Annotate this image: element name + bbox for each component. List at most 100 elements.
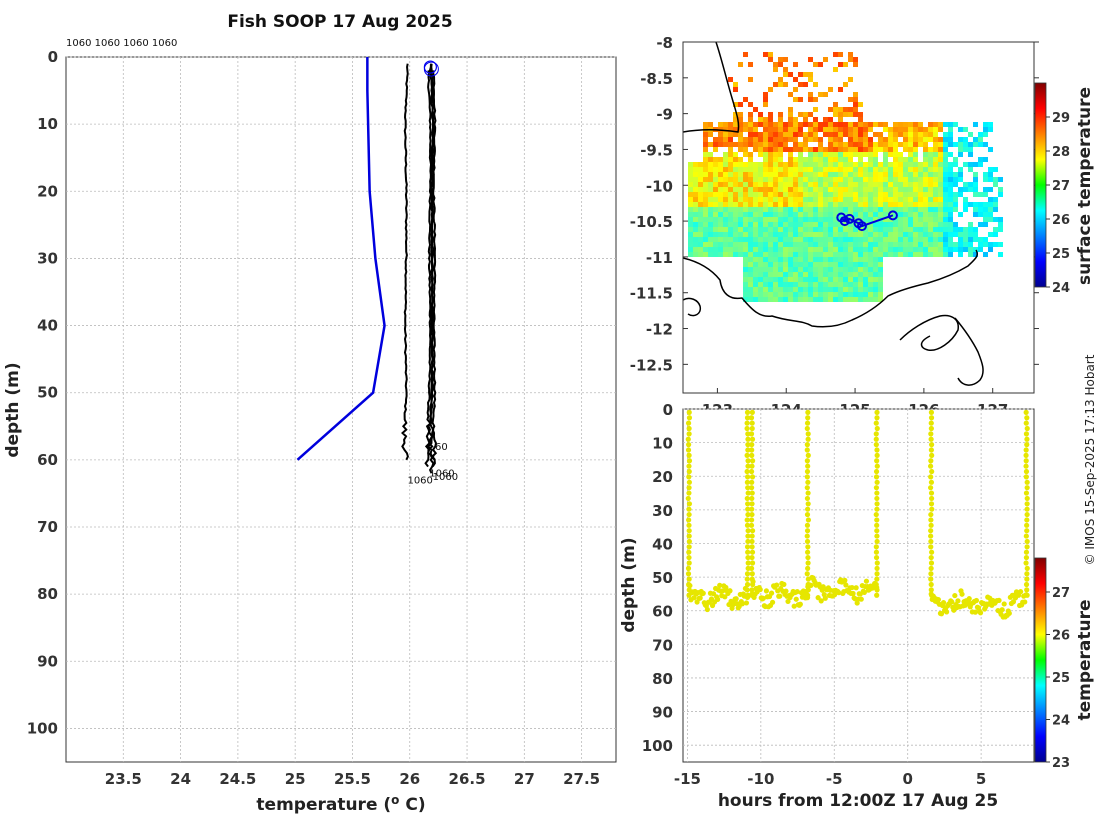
sst-cell — [693, 212, 698, 217]
observation-dot — [686, 501, 693, 507]
sst-cell — [718, 182, 723, 187]
sst-cell — [758, 187, 763, 192]
sst-cell — [743, 272, 748, 277]
sst-cell — [818, 137, 823, 142]
sst-cell — [898, 167, 903, 172]
sst-cell — [813, 182, 818, 187]
sst-cell — [688, 227, 693, 232]
sst-cell — [773, 262, 778, 267]
sst-cell — [923, 247, 928, 252]
sst-cell — [753, 132, 758, 137]
sst-cell — [968, 227, 973, 232]
sst-cell — [818, 162, 823, 167]
observation-dot — [1023, 468, 1030, 475]
sst-cell — [783, 57, 788, 62]
sst-cell — [703, 187, 708, 192]
sst-cell — [803, 122, 808, 127]
observation-dot — [805, 554, 811, 561]
sst-cell — [773, 257, 778, 262]
observation-dot — [874, 463, 880, 469]
observation-dot — [805, 565, 811, 571]
sst-cell — [793, 292, 798, 297]
sst-cell — [818, 167, 823, 172]
sst-cell — [733, 212, 738, 217]
sst-cell — [993, 242, 998, 247]
sst-cell — [848, 207, 853, 212]
sst-cell — [923, 162, 928, 167]
timeseries-colorbar-tick: 25 — [1052, 671, 1070, 686]
sst-cell — [818, 207, 823, 212]
sst-cell — [773, 172, 778, 177]
sst-cell — [868, 267, 873, 272]
observation-dot — [768, 590, 775, 596]
sst-cell — [793, 272, 798, 277]
observation-dot — [1024, 587, 1030, 593]
observation-dot — [928, 560, 935, 566]
sst-cell — [753, 247, 758, 252]
sst-cell — [793, 117, 798, 122]
sst-cell — [928, 207, 933, 212]
sst-cell — [933, 157, 938, 162]
sst-cell — [758, 252, 763, 257]
sst-cell — [978, 192, 983, 197]
sst-cell — [773, 287, 778, 292]
sst-cell — [878, 142, 883, 147]
sst-cell — [823, 152, 828, 157]
timeseries-y-tick: 90 — [652, 704, 673, 722]
sst-cell — [753, 252, 758, 257]
sst-cell — [873, 262, 878, 267]
sst-cell — [878, 147, 883, 152]
sst-cell — [753, 257, 758, 262]
sst-cell — [893, 192, 898, 197]
sst-cell — [743, 237, 748, 242]
sst-cell — [728, 192, 733, 197]
sst-cell — [703, 182, 708, 187]
sst-cell — [828, 292, 833, 297]
climatology-line — [296, 57, 386, 461]
sst-cell — [863, 252, 868, 257]
sst-cell — [758, 182, 763, 187]
sst-cell — [913, 132, 918, 137]
observation-dot — [804, 511, 811, 518]
sst-cell — [763, 172, 768, 177]
observation-dot — [928, 533, 934, 539]
sst-cell — [833, 52, 838, 57]
sst-cell — [898, 232, 903, 237]
profile-end-label: 1060 — [433, 472, 458, 483]
sst-cell — [843, 177, 848, 182]
sst-cell — [928, 197, 933, 202]
sst-cell — [858, 157, 863, 162]
observation-dot — [874, 458, 880, 464]
sst-cell — [783, 212, 788, 217]
sst-cell — [878, 292, 883, 297]
sst-cell — [773, 152, 778, 157]
sst-cell — [878, 182, 883, 187]
sst-cell — [853, 192, 858, 197]
observation-dot — [794, 589, 800, 595]
sst-cell — [853, 262, 858, 267]
sst-cell — [978, 207, 983, 212]
sst-cell — [993, 202, 998, 207]
sst-cell — [943, 187, 948, 192]
sst-cell — [923, 207, 928, 212]
sst-cell — [848, 287, 853, 292]
sst-cell — [708, 237, 713, 242]
sst-cell — [693, 252, 698, 257]
observation-dot — [750, 458, 756, 464]
sst-cell — [868, 162, 873, 167]
sst-cell — [893, 232, 898, 237]
sst-cell — [828, 167, 833, 172]
sst-cell — [773, 217, 778, 222]
sst-cell — [928, 167, 933, 172]
sst-cell — [833, 187, 838, 192]
sst-cell — [913, 162, 918, 167]
sst-cell — [743, 277, 748, 282]
sst-cell — [763, 162, 768, 167]
sst-cell — [943, 232, 948, 237]
map-y-tick: -12.5 — [630, 356, 673, 374]
sst-cell — [793, 287, 798, 292]
sst-cell — [763, 247, 768, 252]
sst-cell — [818, 62, 823, 67]
sst-cell — [833, 167, 838, 172]
profile-y-tick: 100 — [27, 719, 58, 737]
